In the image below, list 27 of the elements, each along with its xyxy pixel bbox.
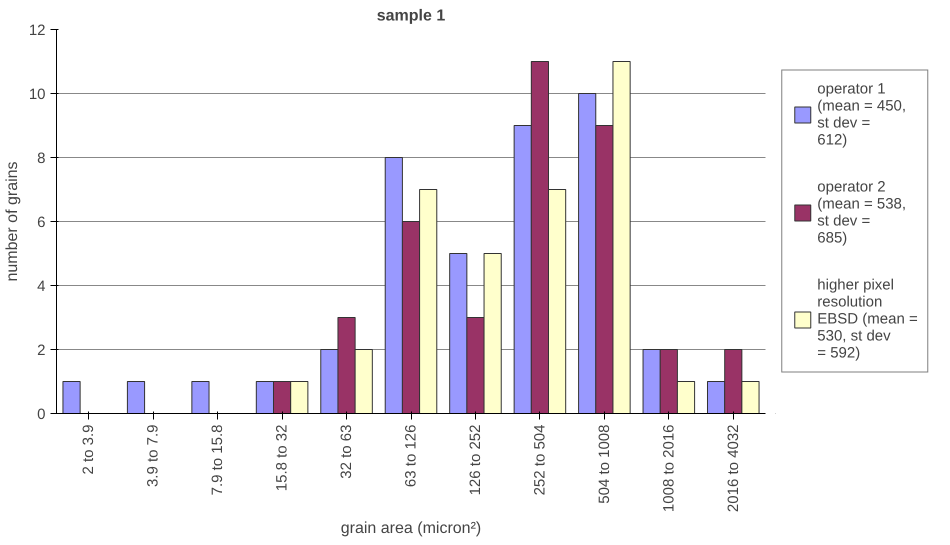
x-tick-label: 2016 to 4032 [724,424,742,512]
x-tick-label: 7.9 to 15.8 [209,424,226,496]
x-tick-label: 63 to 126 [402,424,420,488]
legend-label: operator 1 (mean = 450, st dev = 612) [817,80,906,148]
x-tick-label: 2 to 3.9 [80,424,98,475]
x-tick-label: 3.9 to 7.9 [144,424,162,488]
chart-title: sample 1 [376,8,446,24]
y-tick-label: 8 [37,150,46,167]
x-tick-label: 1008 to 2016 [660,424,678,512]
x-tick-label: 126 to 252 [466,424,484,496]
bar [126,381,146,414]
x-tick-label: 504 to 1008 [596,424,613,504]
bar [62,381,81,414]
y-tick-label: 12 [28,22,46,39]
y-tick-label: 10 [28,86,46,103]
y-tick-label: 6 [37,214,46,231]
x-tick-label: 252 to 504 [531,424,548,496]
y-tick-label: 2 [37,342,46,359]
x-tick-label: 15.8 to 32 [274,424,291,492]
legend-label: higher pixel resolution EBSD (mean = 530, st dev = 592) [817,276,918,362]
bar [191,381,210,414]
x-axis-title: grain area (micron²) [340,520,482,538]
y-tick-label: 0 [37,406,46,423]
x-tick-label: 32 to 63 [338,424,356,479]
y-axis-title: number of grains [4,161,21,282]
legend-label: operator 2 (mean = 538, st dev = 685) [817,178,906,246]
y-tick-label: 4 [37,278,46,295]
